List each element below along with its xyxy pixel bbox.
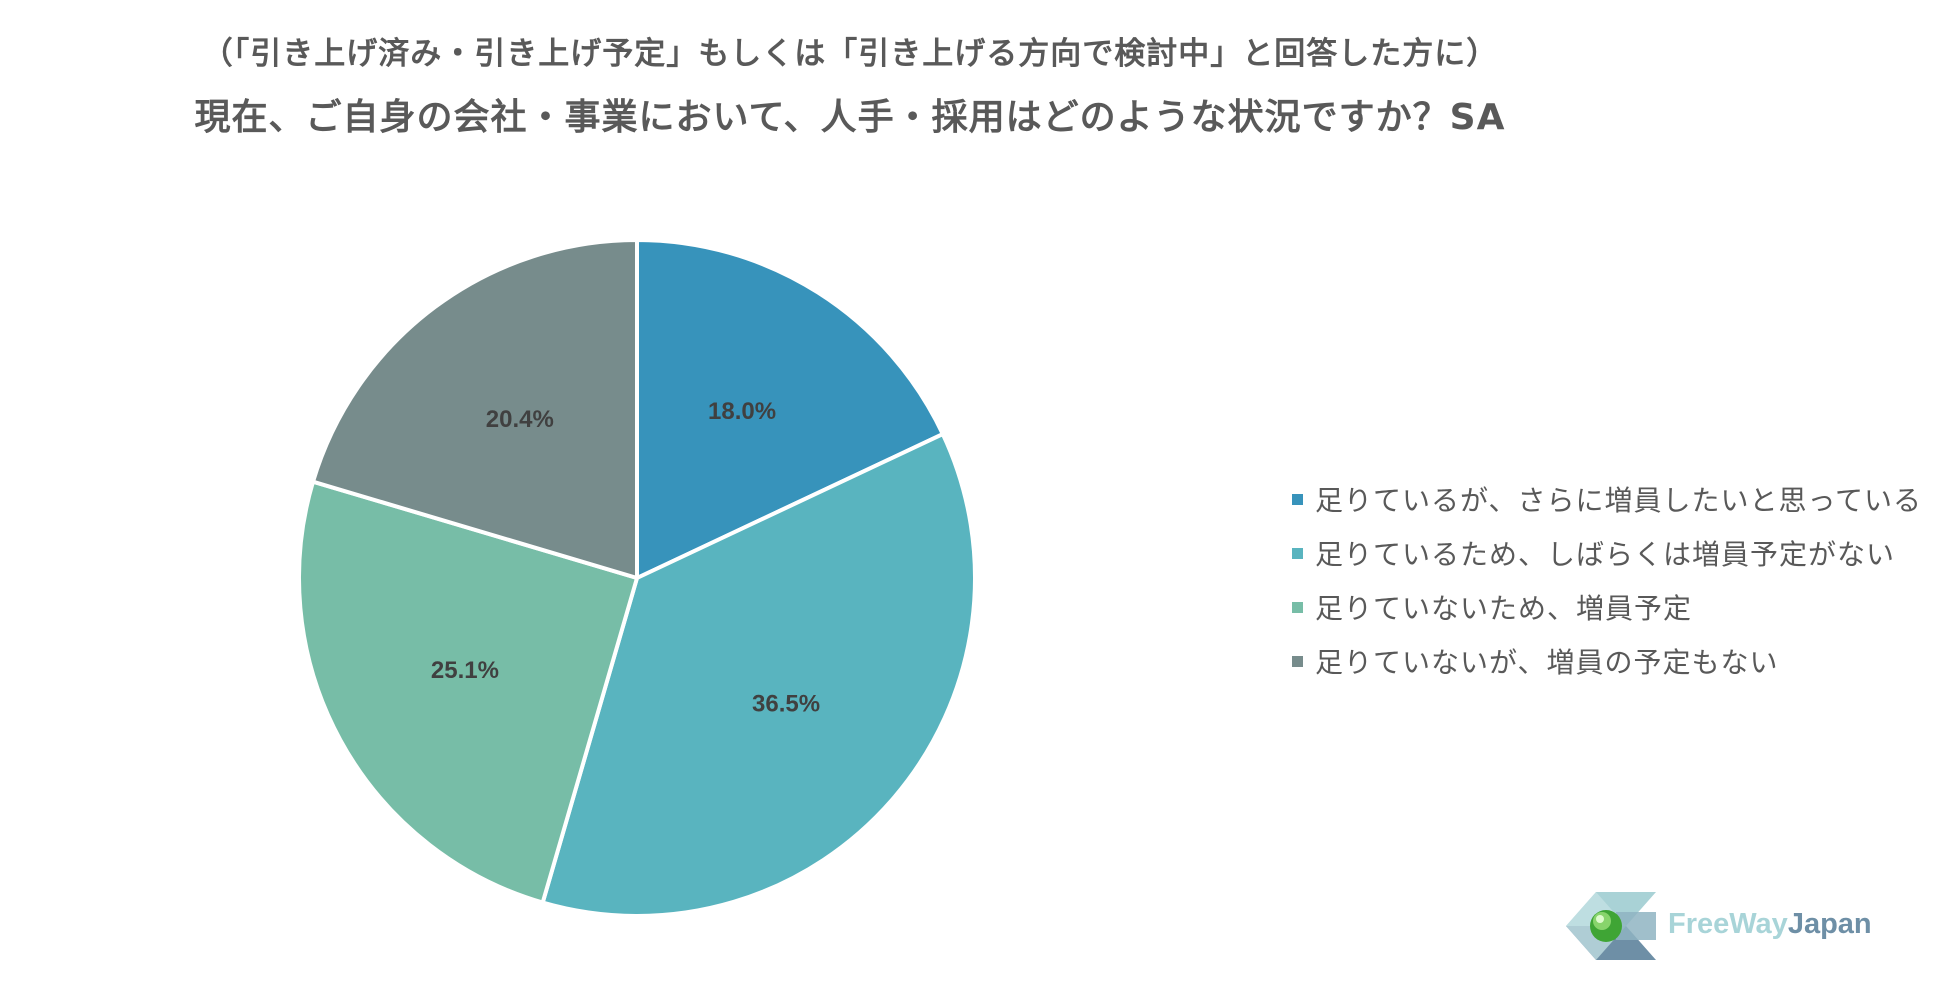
legend-label: 足りていないため、増員予定 bbox=[1315, 592, 1693, 625]
legend-label: 足りていないが、増員の予定もない bbox=[1315, 646, 1779, 679]
logo-text: FreeWayJapan bbox=[1668, 908, 1872, 941]
legend-swatch bbox=[1292, 493, 1303, 505]
legend-item: 足りていないが、増員の予定もない bbox=[1292, 634, 1922, 688]
slice-data-label: 36.5% bbox=[752, 691, 820, 718]
legend-swatch bbox=[1292, 601, 1303, 613]
pie-slice bbox=[297, 479, 639, 905]
pie-slice bbox=[540, 432, 977, 918]
legend-item: 足りているため、しばらくは増員予定がない bbox=[1292, 526, 1922, 580]
pie-slice bbox=[311, 238, 639, 580]
slice-data-label: 25.1% bbox=[431, 657, 499, 684]
freewayjapan-logo: FreeWayJapan bbox=[1558, 886, 1898, 966]
legend-item: 足りていないため、増員予定 bbox=[1292, 580, 1922, 634]
legend-swatch bbox=[1292, 547, 1303, 559]
chart-subtitle: （「引き上げ済み・引き上げ予定」もしくは「引き上げる方向で検討中」と回答した方に… bbox=[201, 36, 1499, 72]
logo-text-japan: Japan bbox=[1787, 908, 1872, 940]
legend-label: 足りているため、しばらくは増員予定がない bbox=[1315, 538, 1896, 571]
chart-title: 現在、ご自身の会社・事業において、人手・採用はどのような状況ですか？SA bbox=[194, 97, 1506, 138]
slice-data-label: 20.4% bbox=[486, 406, 554, 433]
legend-label: 足りているが、さらに増員したいと思っている bbox=[1315, 484, 1923, 517]
slice-data-label: 18.0% bbox=[708, 398, 776, 425]
logo-text-freeway: FreeWay bbox=[1668, 908, 1788, 940]
logo-icon bbox=[1566, 892, 1656, 960]
legend: 足りているが、さらに増員したいと思っている 足りているため、しばらくは増員予定が… bbox=[1292, 472, 1922, 688]
legend-swatch bbox=[1292, 655, 1303, 667]
pie-slice bbox=[635, 238, 945, 580]
legend-item: 足りているが、さらに増員したいと思っている bbox=[1292, 472, 1922, 526]
